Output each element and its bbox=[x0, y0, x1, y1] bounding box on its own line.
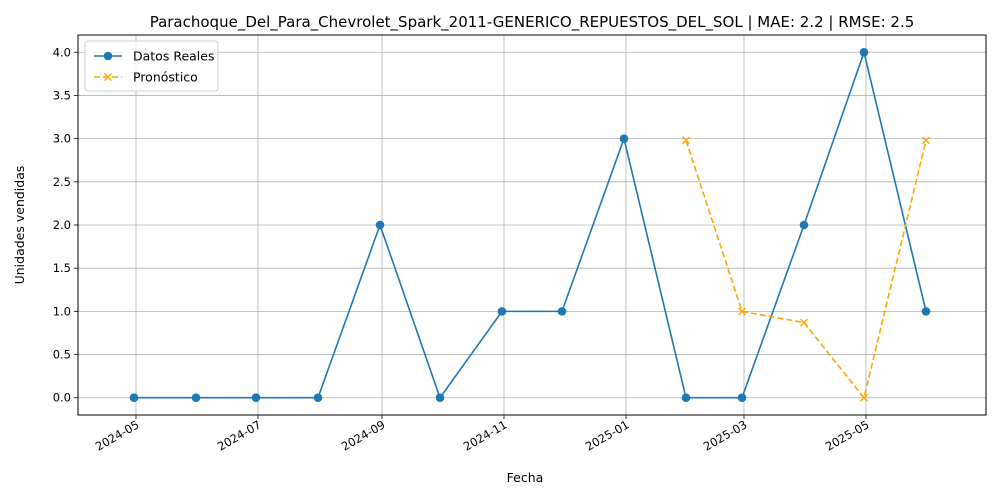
data-point-datos-reales bbox=[375, 220, 385, 230]
x-axis-title: Fecha bbox=[507, 470, 544, 485]
data-point-datos-reales bbox=[557, 307, 567, 316]
y-tick-label: 3.5 bbox=[53, 88, 71, 102]
legend-label-datos-reales: Datos Reales bbox=[133, 49, 214, 64]
data-point-datos-reales bbox=[921, 307, 931, 316]
data-point-datos-reales bbox=[799, 220, 809, 230]
data-point-datos-reales bbox=[191, 393, 201, 403]
legend-marker-pronostico bbox=[104, 73, 112, 81]
data-point-datos-reales bbox=[129, 393, 139, 403]
y-tick-label: 2.5 bbox=[53, 175, 71, 189]
data-point-pronostico bbox=[738, 307, 746, 316]
data-point-pronostico bbox=[860, 393, 868, 402]
legend-marker-datos-reales bbox=[103, 51, 113, 61]
data-point-pronostico bbox=[800, 318, 808, 327]
legend-box bbox=[84, 40, 219, 92]
data-point-datos-reales bbox=[681, 393, 691, 403]
chart-title: Parachoque_Del_Para_Chevrolet_Spark_2011… bbox=[150, 13, 915, 32]
series-line-datos-reales bbox=[134, 49, 927, 400]
data-point-datos-reales bbox=[497, 307, 507, 316]
y-tick-label: 1.5 bbox=[53, 261, 71, 275]
series-layer bbox=[129, 47, 931, 403]
data-point-datos-reales bbox=[859, 47, 869, 57]
y-tick-label: 3.0 bbox=[53, 132, 71, 146]
data-point-datos-reales bbox=[737, 393, 747, 403]
y-tick-label: 0.0 bbox=[53, 391, 71, 405]
y-tick-label: 2.0 bbox=[53, 218, 71, 232]
data-point-pronostico bbox=[682, 136, 690, 145]
data-point-datos-reales bbox=[313, 393, 323, 403]
legend-label-pronostico: Pronóstico bbox=[133, 70, 198, 85]
data-point-datos-reales bbox=[251, 393, 261, 403]
series-line-pronostico bbox=[685, 140, 927, 400]
legend: Datos Reales Pronóstico bbox=[84, 40, 219, 92]
y-tick-label: 1.0 bbox=[53, 304, 71, 318]
data-point-datos-reales bbox=[619, 134, 629, 143]
y-tick-label: 0.5 bbox=[53, 348, 71, 362]
data-point-pronostico bbox=[922, 136, 930, 145]
y-tick-label: 4.0 bbox=[53, 45, 71, 59]
y-axis-title: Unidades vendidas bbox=[12, 166, 27, 285]
data-point-datos-reales bbox=[435, 393, 445, 403]
